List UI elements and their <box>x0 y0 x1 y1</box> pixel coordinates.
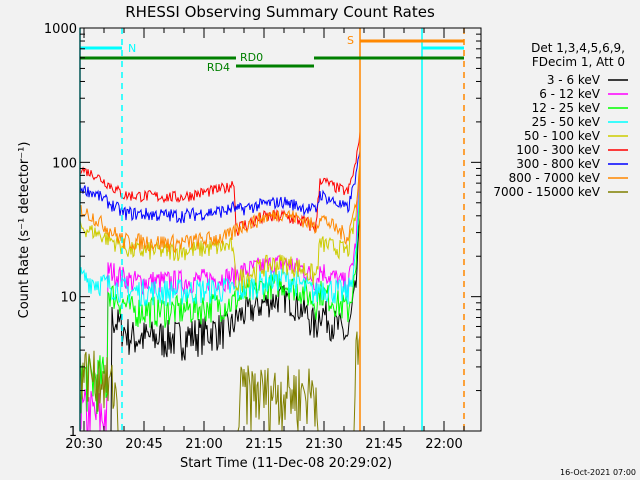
series-line-2 <box>79 198 361 415</box>
series-line-5 <box>79 131 361 236</box>
legend-header: Det 1,3,4,5,6,9, <box>531 41 625 55</box>
x-tick-label: 22:00 <box>425 437 462 452</box>
legend-label: 6 - 12 keV <box>539 87 601 101</box>
x-tick-label: 21:30 <box>305 437 342 452</box>
series-line-3 <box>79 183 361 308</box>
annotations: N S RD4 RD0 <box>79 28 465 431</box>
footer-timestamp: 16-Oct-2021 07:00 <box>560 468 636 477</box>
plot-frame <box>79 27 482 432</box>
y-tick-label: 100 <box>52 156 77 171</box>
y-axis-label: Count Rate (s⁻¹ detector⁻¹) <box>17 142 32 319</box>
legend-header: FDecim 1, Att 0 <box>532 55 625 69</box>
series-line-4 <box>79 164 361 292</box>
legend-label: 7000 - 15000 keV <box>493 185 600 199</box>
legend-label: 3 - 6 keV <box>547 73 601 87</box>
x-tick-label: 20:30 <box>65 437 102 452</box>
marker-label: S <box>347 34 354 47</box>
legend-label: 100 - 300 keV <box>516 143 600 157</box>
axes: 20:30 20:45 21:00 21:15 21:30 21:45 22:00 1 10 10… <box>44 22 481 452</box>
series-line-7 <box>79 169 361 254</box>
marker-label: RD0 <box>240 51 263 64</box>
x-tick-label: 21:15 <box>245 437 282 452</box>
legend-label: 25 - 50 keV <box>532 115 601 129</box>
y-tick-label: 10 <box>60 291 77 306</box>
series-line-0 <box>80 217 361 432</box>
y-tick-label: 1 <box>69 425 77 440</box>
legend-label: 12 - 25 keV <box>532 101 601 115</box>
legend-label: 300 - 800 keV <box>516 157 600 171</box>
x-tick-label: 21:00 <box>185 437 222 452</box>
x-tick-label: 21:45 <box>365 437 402 452</box>
marker-label: N <box>128 42 136 55</box>
series-line-6 <box>79 150 361 224</box>
marker-label: RD4 <box>207 61 230 74</box>
legend: Det 1,3,4,5,6,9,FDecim 1, Att 0 3 - 6 keV… <box>493 41 628 199</box>
chart-title: RHESSI Observing Summary Count Rates <box>125 3 435 21</box>
legend-label: 800 - 7000 keV <box>509 171 601 185</box>
legend-label: 50 - 100 keV <box>524 129 601 143</box>
y-tick-label: 1000 <box>44 22 77 37</box>
x-axis-label: Start Time (11-Dec-08 20:29:02) <box>180 456 392 471</box>
x-tick-label: 20:45 <box>125 437 162 452</box>
